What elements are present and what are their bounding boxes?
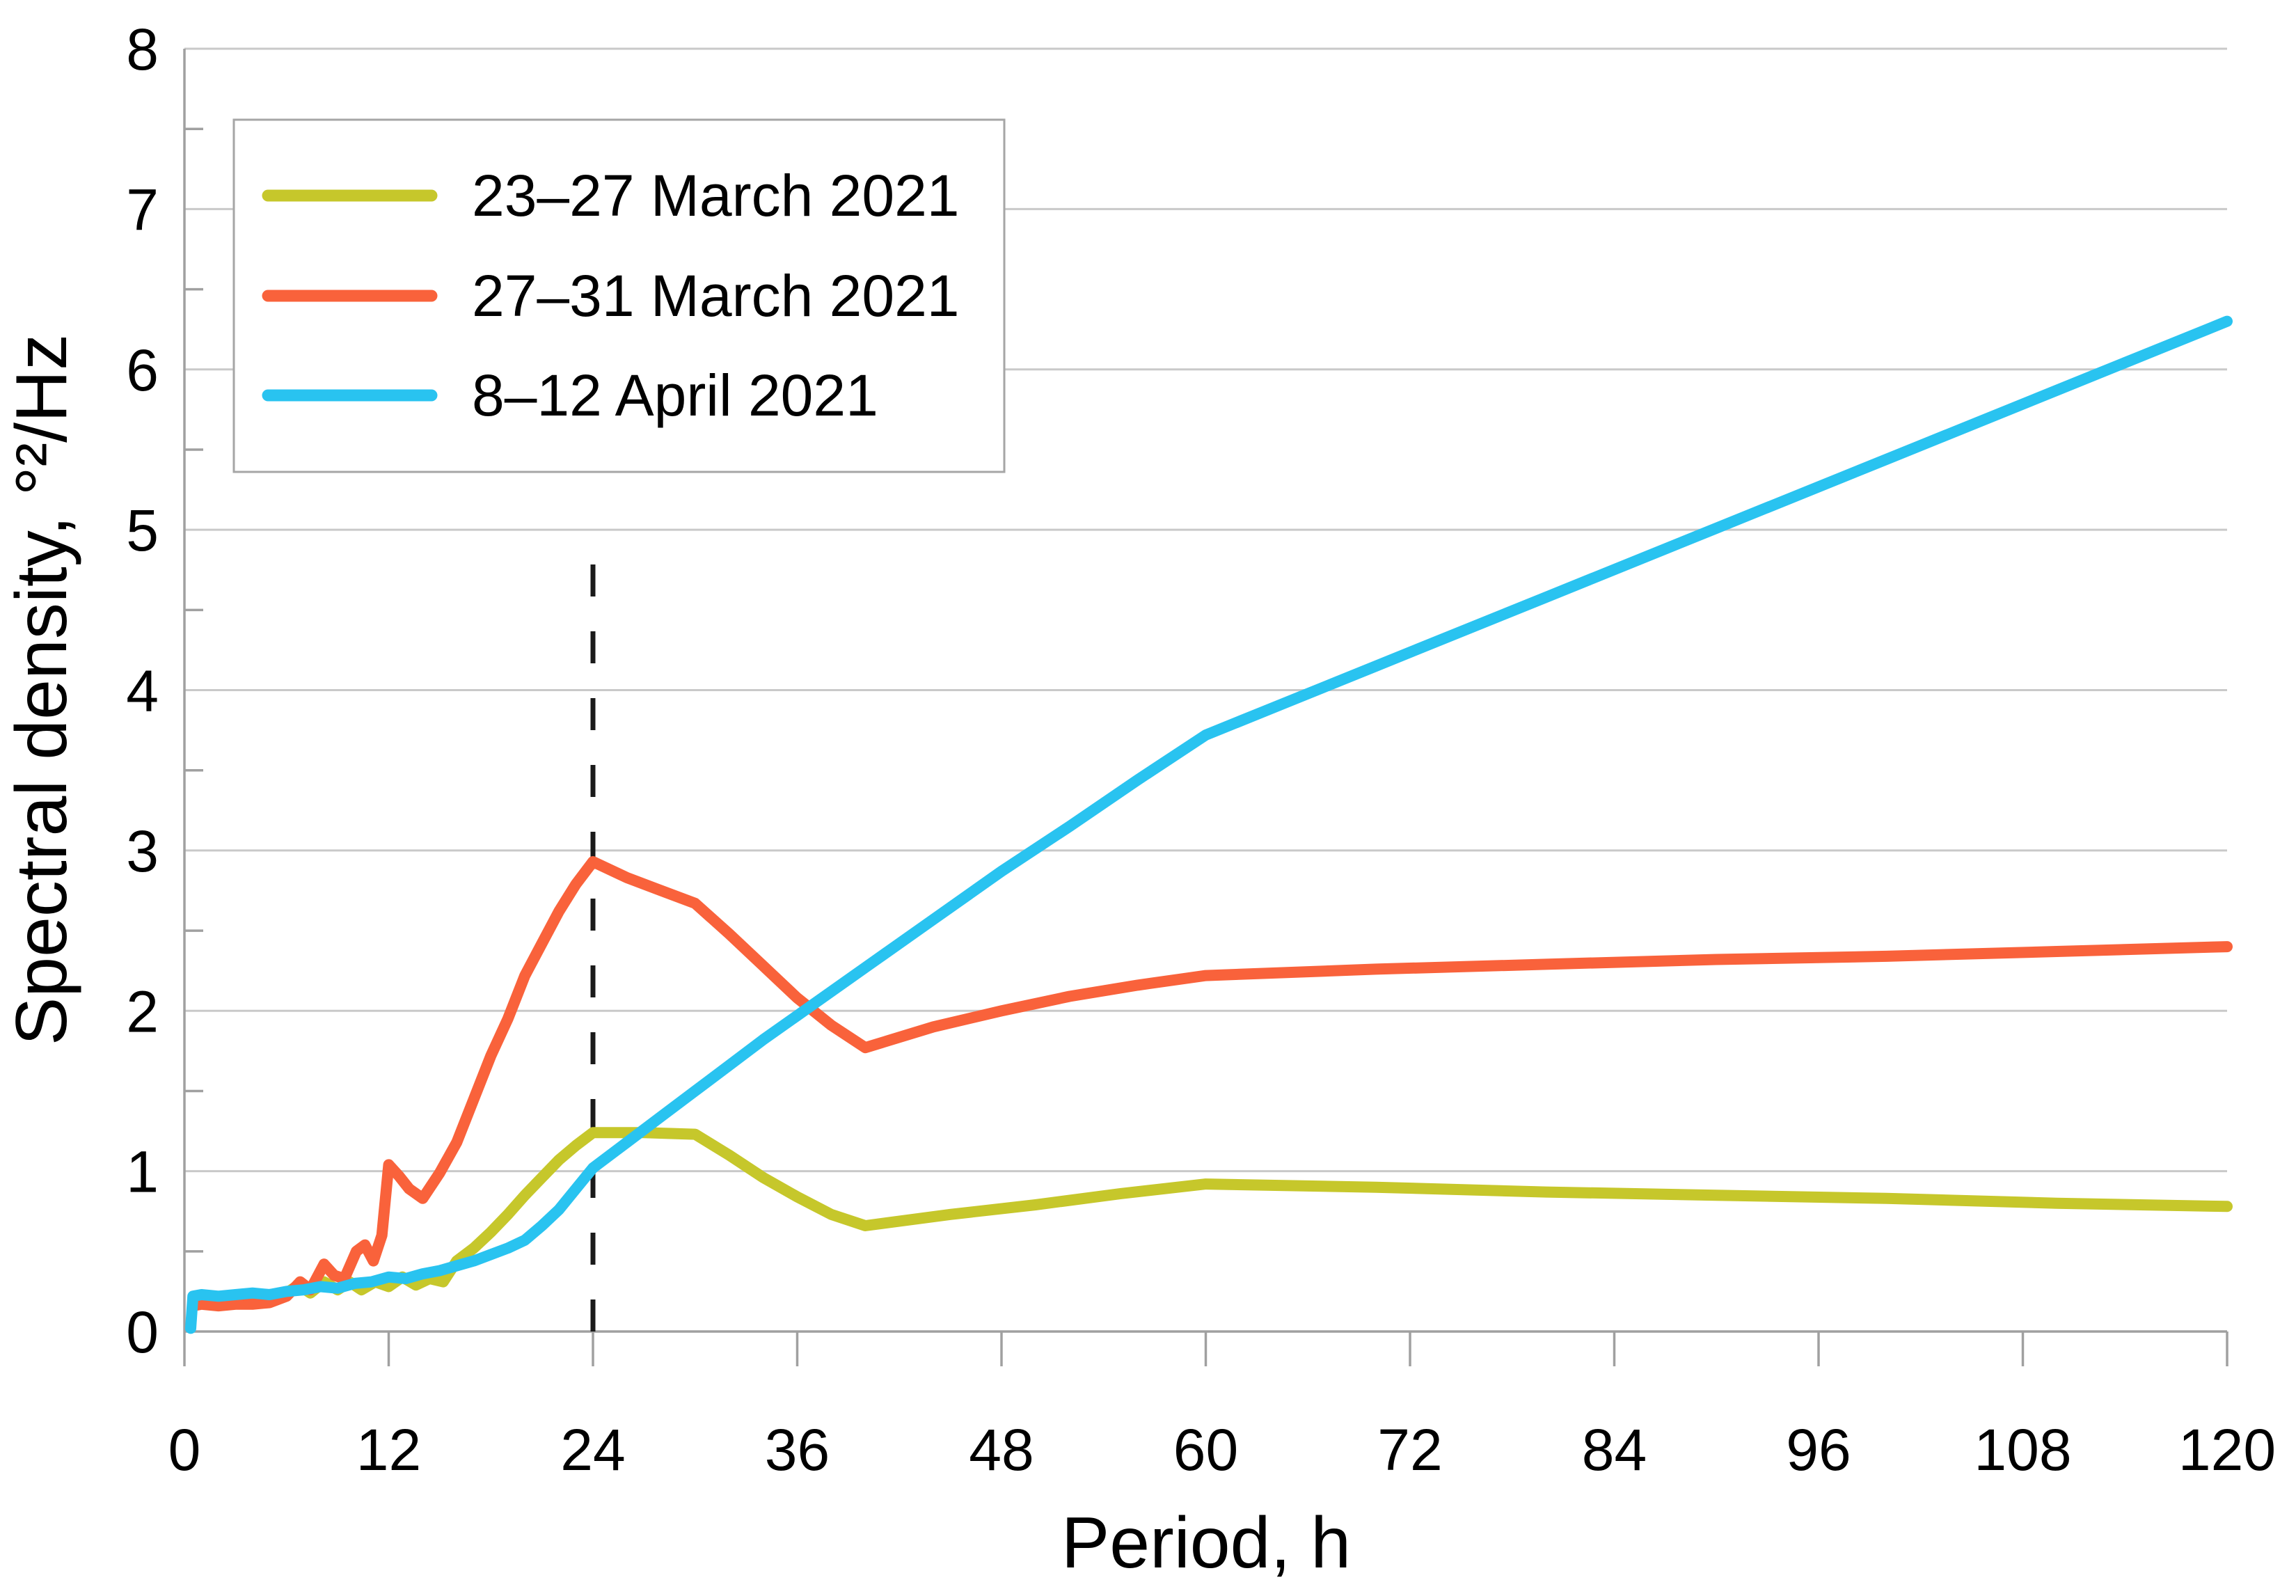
x-tick-label-24: 24 [560, 1417, 625, 1483]
y-tick-label-5: 5 [126, 498, 159, 563]
x-axis-title: Period, h [1061, 1503, 1351, 1583]
y-tick-label-4: 4 [126, 658, 159, 724]
legend-label-8-12-april: 8–12 April 2021 [472, 363, 878, 428]
x-tick-label-120: 120 [2178, 1417, 2276, 1483]
y-tick-labels: 0 1 2 3 4 5 6 7 8 [126, 17, 159, 1365]
legend-item: 8–12 April 2021 [262, 363, 878, 428]
legend-label-23-27-march: 23–27 March 2021 [472, 163, 960, 228]
y-tick-label-3: 3 [126, 819, 159, 884]
y-tick-label-2: 2 [126, 979, 159, 1044]
x-tick-label-60: 60 [1173, 1417, 1238, 1483]
x-tick-label-0: 0 [168, 1417, 201, 1483]
x-tick-label-12: 12 [356, 1417, 421, 1483]
legend-item: 27–31 March 2021 [262, 263, 960, 329]
y-tick-label-7: 7 [126, 177, 159, 242]
x-tick-labels: 0 12 24 36 48 60 72 84 96 108 120 [168, 1417, 2276, 1483]
x-tick-label-72: 72 [1377, 1417, 1442, 1483]
legend: 23–27 March 2021 27–31 March 2021 8–12 A… [232, 118, 1006, 473]
series-line-8-12-april [185, 315, 2233, 1334]
x-tick-label-48: 48 [969, 1417, 1034, 1483]
x-tick-label-108: 108 [1974, 1417, 2071, 1483]
y-tick-label-6: 6 [126, 338, 159, 403]
y-tick-label-8: 8 [126, 17, 159, 82]
x-tick-label-36: 36 [765, 1417, 830, 1483]
series-line-23-27-march [187, 1127, 2233, 1305]
y-axis-title: Spectral density, °²/Hz [1, 334, 82, 1045]
legend-item: 23–27 March 2021 [262, 163, 960, 228]
axis-ticks [184, 127, 2228, 1366]
x-tick-label-96: 96 [1786, 1417, 1851, 1483]
series-line-27-31-march [187, 856, 2233, 1312]
x-tick-label-84: 84 [1582, 1417, 1647, 1483]
y-tick-label-1: 1 [126, 1139, 159, 1205]
legend-label-27-31-march: 27–31 March 2021 [472, 263, 960, 329]
y-tick-label-0: 0 [126, 1299, 159, 1365]
